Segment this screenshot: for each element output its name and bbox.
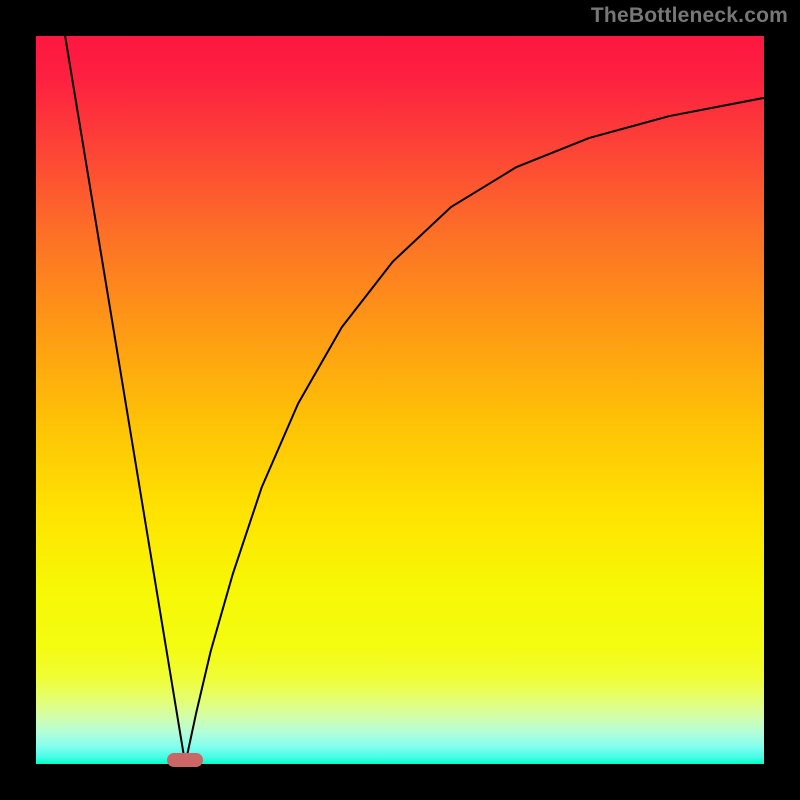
watermark-text: TheBottleneck.com — [591, 4, 788, 28]
optimum-marker — [167, 753, 203, 767]
chart-container: { "chart": { "type": "line", "canvas": {… — [0, 0, 800, 800]
plot-area — [36, 36, 764, 764]
bottleneck-curve — [36, 36, 764, 764]
